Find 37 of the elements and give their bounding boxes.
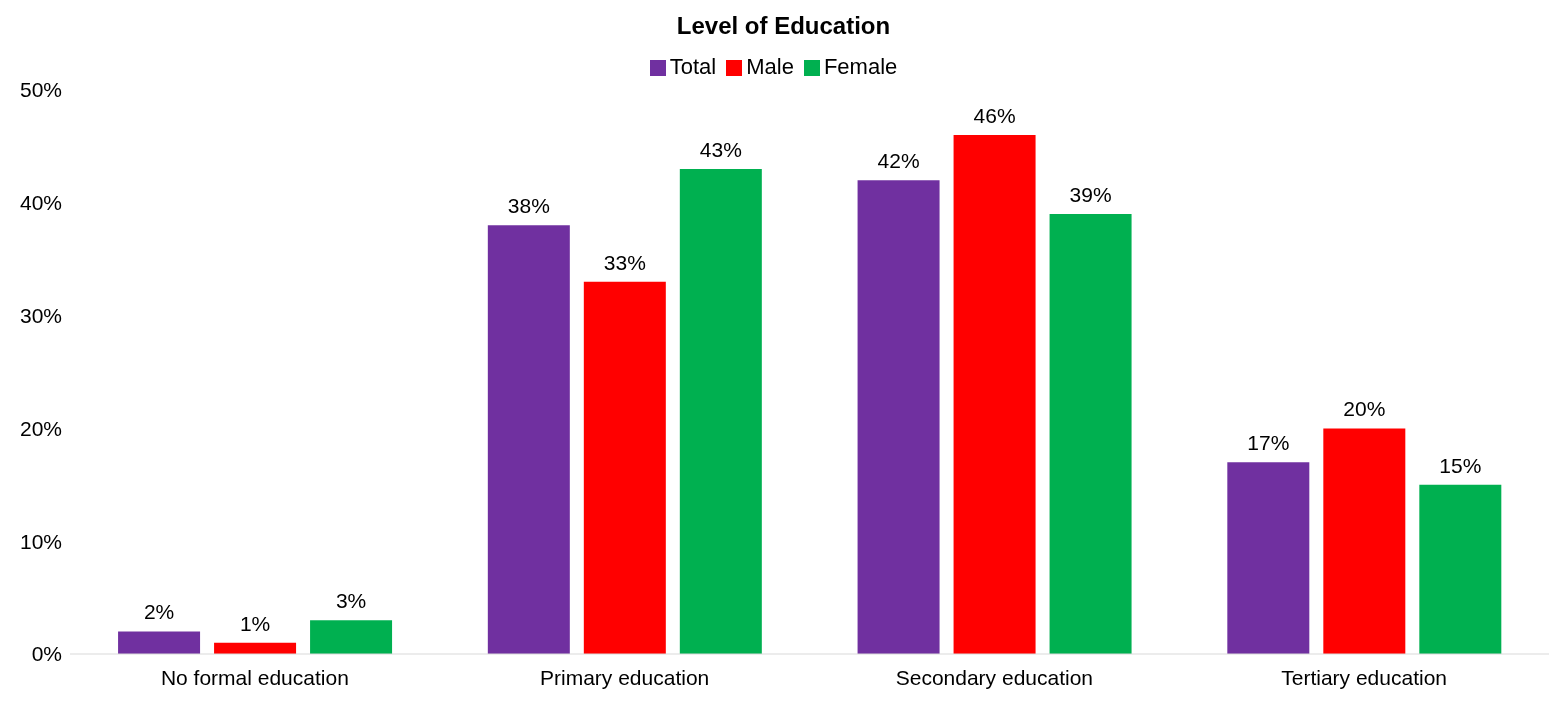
y-tick-label: 20%	[19, 416, 62, 440]
bar	[857, 180, 940, 654]
bar	[1227, 462, 1310, 654]
data-label: 46%	[973, 104, 1016, 128]
bar	[1419, 484, 1502, 654]
data-label: 2%	[143, 600, 175, 624]
data-label: 1%	[239, 611, 271, 635]
y-tick-label: 10%	[19, 529, 62, 553]
data-label: 33%	[603, 250, 646, 274]
bar	[1049, 214, 1132, 654]
legend-label: Male	[746, 54, 794, 79]
bar	[953, 135, 1036, 654]
bar	[583, 281, 666, 654]
bar	[118, 631, 201, 654]
data-label: 42%	[877, 149, 920, 173]
data-label: 15%	[1439, 453, 1482, 477]
data-label: 20%	[1343, 397, 1386, 421]
chart-title: Level of Education	[675, 11, 892, 41]
x-tick-label: Tertiary education	[1281, 665, 1448, 689]
legend-label: Total	[669, 54, 717, 79]
y-tick-label: 30%	[19, 304, 62, 328]
x-tick-label: Secondary education	[895, 665, 1094, 689]
data-label: 17%	[1247, 431, 1290, 455]
y-tick-label: 0%	[31, 642, 62, 666]
x-tick-label: Primary education	[540, 665, 710, 689]
y-tick-label: 50%	[19, 78, 62, 102]
legend-label: Female	[823, 54, 898, 79]
bar	[310, 620, 393, 654]
bar	[1323, 428, 1406, 654]
data-label: 39%	[1069, 183, 1112, 207]
bar	[679, 168, 762, 654]
data-label: 3%	[335, 589, 367, 613]
y-tick-label: 40%	[19, 191, 62, 215]
x-tick-label: No formal education	[160, 665, 349, 689]
data-label: 38%	[507, 194, 550, 218]
bar	[487, 225, 570, 654]
data-label: 43%	[699, 137, 742, 161]
